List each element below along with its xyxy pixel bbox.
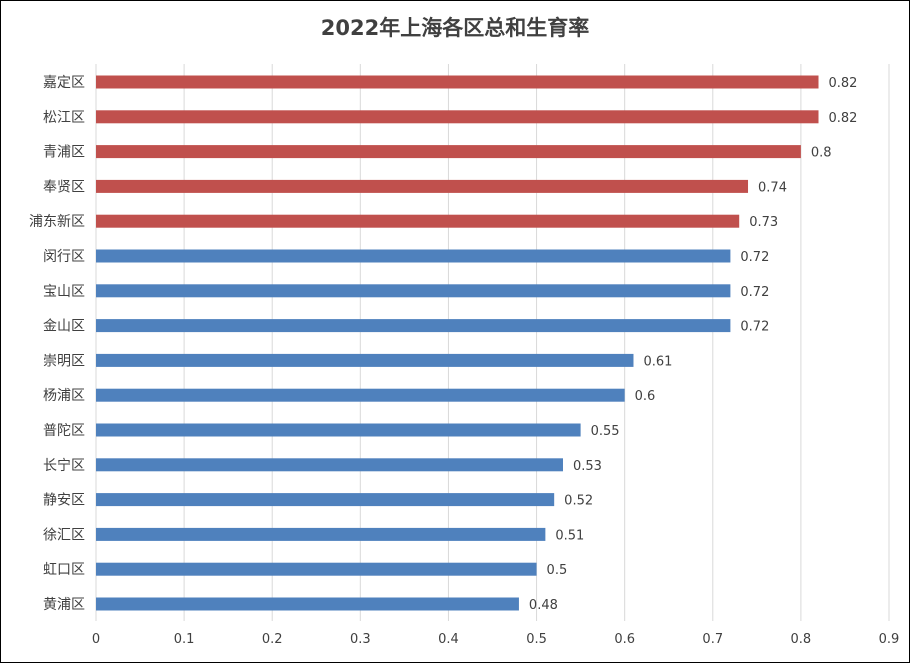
category-label: 宝山区 <box>43 284 85 300</box>
data-label: 0.52 <box>564 494 593 509</box>
x-tick-label: 0.2 <box>262 632 283 647</box>
category-label: 金山区 <box>43 319 85 335</box>
category-label: 青浦区 <box>43 145 85 161</box>
category-label: 松江区 <box>43 110 85 126</box>
category-label: 嘉定区 <box>43 75 85 91</box>
bar <box>96 179 749 193</box>
x-tick-label: 0.3 <box>350 632 371 647</box>
category-label: 奉贤区 <box>43 179 85 195</box>
category-label: 浦东新区 <box>29 214 85 230</box>
chart-title: 2022年上海各区总和生育率 <box>320 16 590 40</box>
data-label: 0.82 <box>829 111 858 126</box>
data-label: 0.48 <box>529 598 558 613</box>
bar <box>96 493 555 507</box>
category-label: 静安区 <box>43 493 85 509</box>
bar <box>96 214 740 228</box>
category-label: 徐汇区 <box>43 527 85 543</box>
data-label: 0.72 <box>740 250 769 265</box>
category-label: 普陀区 <box>43 423 85 439</box>
category-label: 杨浦区 <box>43 388 85 404</box>
data-label: 0.51 <box>555 528 584 543</box>
x-tick-label: 0.1 <box>174 632 195 647</box>
data-label: 0.73 <box>749 215 778 230</box>
bar <box>96 110 819 124</box>
bar <box>96 284 731 298</box>
data-label: 0.53 <box>573 459 602 474</box>
bar <box>96 319 731 333</box>
data-labels: 0.82 0.82 0.8 0.74 0.73 0.72 0.72 0.72 0.61 0.6 0.… <box>529 76 858 613</box>
bar <box>96 353 634 367</box>
x-tick-label: 0.6 <box>614 632 635 647</box>
data-label: 0.72 <box>740 320 769 335</box>
data-label: 0.8 <box>811 146 832 161</box>
bar <box>96 145 801 159</box>
bar <box>96 249 731 263</box>
bar <box>96 423 581 437</box>
x-tick-label: 0.9 <box>879 632 900 647</box>
bars <box>96 75 819 611</box>
x-tick-label: 0.4 <box>438 632 459 647</box>
data-label: 0.82 <box>829 76 858 91</box>
x-tick-labels: 0 0.1 0.2 0.3 0.4 0.5 0.6 0.7 0.8 0.9 <box>92 632 899 647</box>
category-label: 长宁区 <box>43 457 85 474</box>
bar <box>96 562 537 576</box>
data-label: 0.74 <box>758 180 787 195</box>
bar <box>96 527 546 541</box>
x-tick-label: 0.7 <box>702 632 723 647</box>
bar <box>96 597 519 611</box>
bar <box>96 75 819 89</box>
data-label: 0.5 <box>547 563 568 578</box>
x-tick-label: 0.5 <box>526 632 547 647</box>
data-label: 0.72 <box>740 285 769 300</box>
data-label: 0.55 <box>591 424 620 439</box>
category-label: 虹口区 <box>43 562 85 578</box>
bar <box>96 388 625 402</box>
category-label: 崇明区 <box>43 353 85 369</box>
x-tick-label: 0.8 <box>791 632 812 647</box>
data-label: 0.6 <box>635 389 656 404</box>
bar <box>96 458 563 472</box>
data-label: 0.61 <box>643 354 672 369</box>
x-tick-label: 0 <box>92 632 100 647</box>
category-label: 黄浦区 <box>43 596 85 613</box>
category-labels: 嘉定区松江区青浦区奉贤区浦东新区闵行区宝山区金山区崇明区杨浦区普陀区长宁区静安区… <box>29 75 85 613</box>
category-label: 闵行区 <box>43 249 85 265</box>
